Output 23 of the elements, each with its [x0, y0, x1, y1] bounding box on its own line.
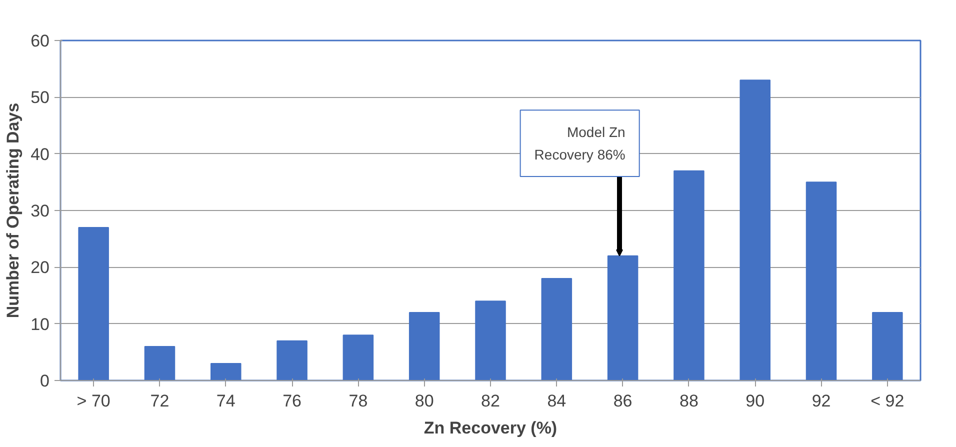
annotation: Model Zn Recovery 86% [534, 124, 626, 162]
x-tick-label: 88 [680, 392, 698, 410]
x-tick-label: 86 [613, 392, 632, 410]
x-tick-label: 80 [414, 392, 434, 410]
x-tick-label: 74 [216, 392, 236, 410]
x-tick-label: 90 [746, 392, 765, 410]
y-tick-label: 30 [30, 202, 50, 220]
y-tick-label: 20 [30, 258, 50, 278]
y-tick-label: 50 [30, 88, 50, 108]
y-tick-label: 10 [30, 314, 50, 334]
x-axis-title: Zn Recovery (%) [424, 418, 558, 438]
x-tick-label: 78 [348, 392, 368, 410]
x-tick-label: < 92 [870, 392, 904, 410]
x-tick-label: 72 [150, 392, 170, 410]
x-tick-label: > 70 [76, 392, 110, 410]
y-tick-label: 0 [40, 372, 50, 390]
x-tick-label: 82 [481, 392, 500, 410]
x-tick-label: 76 [282, 392, 302, 410]
y-tick-label: 40 [30, 144, 50, 164]
y-axis-title: Number of Operating Days [4, 102, 23, 318]
x-tick-label: 84 [547, 392, 566, 410]
x-tick-label: 92 [812, 392, 831, 410]
y-tick-label: 60 [30, 32, 50, 50]
